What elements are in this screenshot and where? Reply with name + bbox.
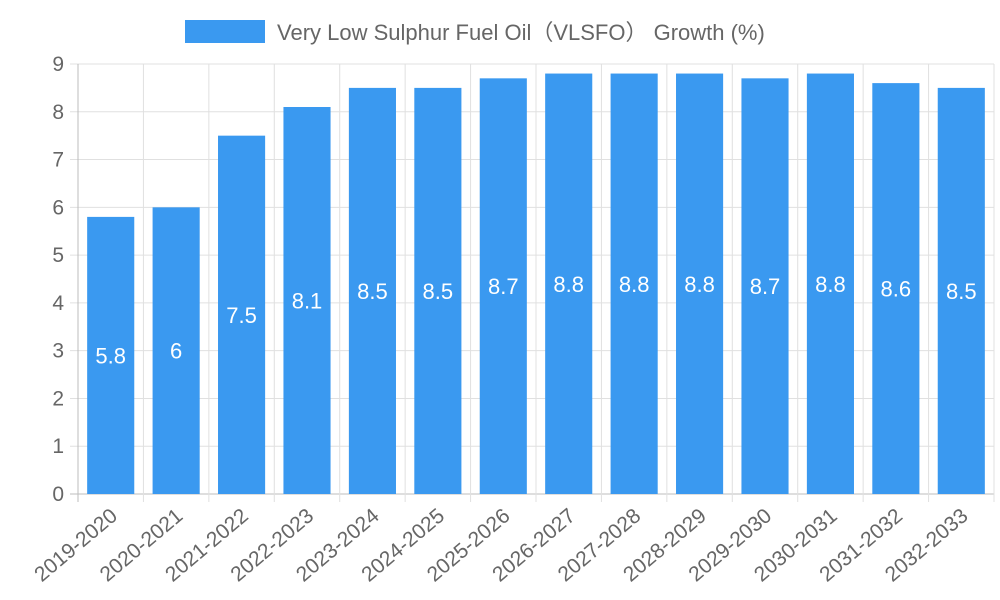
bar[interactable] [218,135,266,494]
bar[interactable] [741,78,789,494]
y-tick-label: 9 [52,53,64,76]
bar[interactable] [806,73,854,495]
bar[interactable] [152,207,200,495]
bar-data-label: 8.5 [357,279,388,304]
bar[interactable] [937,87,985,494]
bar-data-label: 8.8 [684,272,715,297]
legend-label: Very Low Sulphur Fuel Oil（VLSFO） Growth … [277,20,765,45]
bar-data-label: 8.1 [292,289,323,314]
y-tick-label: 4 [52,292,64,315]
bar-data-label: 8.5 [946,279,977,304]
x-axis-ticks: 2019-20202020-20212021-20222022-20232023… [30,504,972,586]
legend[interactable]: Very Low Sulphur Fuel Oil（VLSFO） Growth … [185,20,765,45]
bar-data-label: 7.5 [226,303,257,328]
bar-data-label: 8.8 [619,272,650,297]
y-tick-label: 2 [52,387,64,410]
bar[interactable] [348,87,396,494]
y-tick-label: 5 [52,244,64,267]
y-tick-label: 8 [52,101,64,124]
gridlines [70,63,995,502]
bar[interactable] [872,83,920,494]
y-tick-label: 3 [52,340,64,363]
y-tick-label: 1 [52,435,64,458]
bar[interactable] [414,87,462,494]
y-tick-label: 0 [52,483,64,506]
bar-data-label: 8.5 [423,279,454,304]
bar-data-label: 8.7 [750,274,781,299]
bar-data-label: 8.6 [881,277,912,302]
bar[interactable] [283,107,331,494]
bar-data-label: 8.8 [553,272,584,297]
bar[interactable] [610,73,658,495]
y-tick-label: 7 [52,149,64,172]
bar[interactable] [545,73,593,495]
bar[interactable] [87,216,135,494]
bar[interactable] [479,78,527,494]
legend-swatch [185,20,265,43]
y-axis-ticks: 0 1 2 3 4 5 6 7 8 9 [52,53,64,506]
bar[interactable] [676,73,724,495]
bars: 5.8 6 7.5 8.1 8.5 8.5 8.7 8.8 8.8 8.8 8.7 8.8 8.6 8.5 [87,73,985,495]
bar-data-label: 5.8 [95,343,126,368]
y-tick-label: 6 [52,196,64,219]
bar-data-label: 8.8 [815,272,846,297]
bar-data-label: 8.7 [488,274,519,299]
bar-data-label: 6 [170,339,182,364]
